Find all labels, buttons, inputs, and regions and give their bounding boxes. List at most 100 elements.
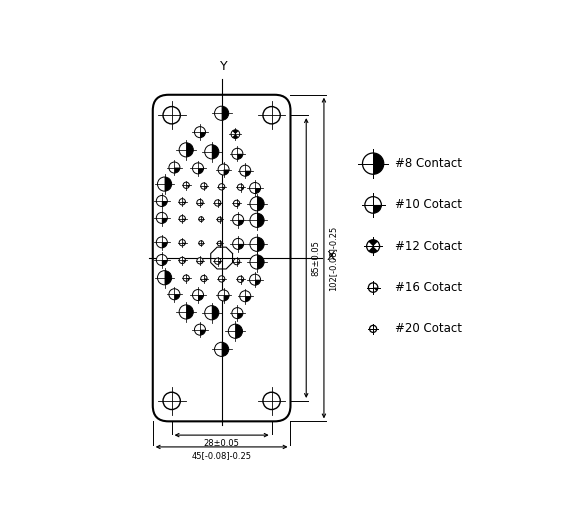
Circle shape [169,289,180,300]
Wedge shape [224,170,229,175]
Wedge shape [182,261,185,263]
Circle shape [233,200,240,206]
Circle shape [179,240,185,246]
Wedge shape [204,186,207,188]
Circle shape [231,130,240,138]
Text: #12 Cotact: #12 Cotact [395,240,462,253]
Wedge shape [240,187,244,190]
Circle shape [214,106,229,120]
Circle shape [158,177,172,191]
Wedge shape [204,278,207,281]
Wedge shape [200,261,203,263]
Wedge shape [224,295,229,301]
Circle shape [363,153,384,174]
Wedge shape [217,203,221,205]
Circle shape [232,148,243,159]
Circle shape [217,217,222,222]
Circle shape [237,276,244,283]
Text: X: X [326,249,335,263]
Circle shape [250,197,264,211]
Wedge shape [186,185,189,188]
Circle shape [232,308,243,319]
Circle shape [205,145,219,159]
Circle shape [219,276,225,282]
Wedge shape [222,342,229,357]
Wedge shape [369,240,378,246]
Circle shape [199,217,203,221]
Wedge shape [182,243,185,245]
Circle shape [201,275,207,282]
Circle shape [156,237,168,248]
Wedge shape [245,171,251,176]
Circle shape [197,258,203,264]
Wedge shape [182,202,185,204]
Wedge shape [237,262,240,264]
Wedge shape [217,261,221,264]
Circle shape [214,342,229,357]
Text: #8 Contact: #8 Contact [395,157,462,170]
Wedge shape [186,305,193,319]
Circle shape [217,241,222,246]
Wedge shape [240,280,244,282]
Wedge shape [237,154,243,159]
Circle shape [233,259,240,265]
Wedge shape [238,220,244,225]
Text: Y: Y [220,60,227,73]
Circle shape [367,240,380,253]
Wedge shape [373,205,381,213]
Circle shape [183,182,189,189]
Circle shape [250,213,264,227]
Circle shape [179,257,185,264]
Wedge shape [238,244,244,249]
Wedge shape [162,218,168,223]
Circle shape [156,196,168,206]
Text: 28±0.05: 28±0.05 [204,439,240,448]
Circle shape [197,199,203,206]
Circle shape [195,324,206,335]
Circle shape [250,255,264,269]
Wedge shape [232,134,239,138]
Wedge shape [182,219,185,221]
Circle shape [156,213,168,223]
Wedge shape [198,168,203,174]
Circle shape [237,184,244,191]
Wedge shape [186,278,189,281]
Circle shape [156,254,168,266]
Wedge shape [162,260,168,266]
Circle shape [195,127,206,137]
Text: #10 Cotact: #10 Cotact [395,198,462,212]
Wedge shape [165,177,172,191]
Circle shape [229,324,243,338]
Wedge shape [212,306,219,320]
Wedge shape [237,203,240,205]
Wedge shape [200,330,206,335]
Wedge shape [255,188,261,194]
Wedge shape [212,145,219,159]
Text: #20 Cotact: #20 Cotact [395,322,462,335]
Circle shape [218,164,229,175]
Wedge shape [198,295,203,300]
Circle shape [240,291,251,301]
Wedge shape [257,213,264,227]
Wedge shape [237,313,243,319]
Circle shape [205,306,219,320]
Circle shape [169,162,180,173]
Circle shape [233,238,244,249]
Wedge shape [373,288,378,291]
Wedge shape [255,280,261,285]
Circle shape [158,271,172,285]
Text: 85±0.05: 85±0.05 [311,240,320,276]
Wedge shape [232,130,239,134]
Circle shape [193,290,203,300]
Circle shape [214,200,221,206]
Wedge shape [200,132,206,137]
Wedge shape [162,201,168,206]
Circle shape [233,215,244,225]
Wedge shape [222,279,225,281]
Circle shape [179,143,193,157]
Wedge shape [175,294,180,300]
Circle shape [218,290,229,301]
Circle shape [369,283,378,292]
Circle shape [179,305,193,319]
Circle shape [240,165,251,176]
